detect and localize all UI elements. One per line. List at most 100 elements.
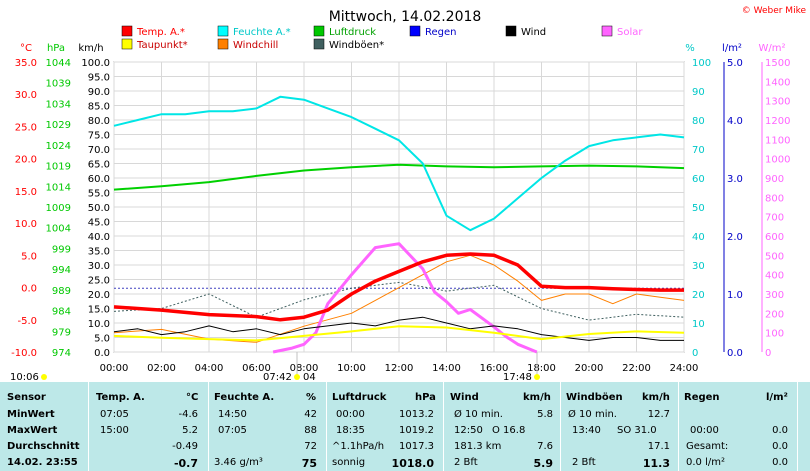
wind-avg-value: 7.6 xyxy=(537,441,553,452)
pressure-axis-tick-label: 1044 xyxy=(46,58,71,69)
legend-label: Taupunkt* xyxy=(136,40,188,51)
humidity-axis-tick-label: 80 xyxy=(692,116,705,127)
rain-total-value: 0.0 xyxy=(772,441,788,452)
time-marker-left: 10:06 xyxy=(10,372,39,382)
weather-chart: Mittwoch, 14.02.2018 © Weber Mike Temp. … xyxy=(10,6,806,382)
press-max-value: 1019.2 xyxy=(399,425,434,436)
solar-axis-tick-label: 300 xyxy=(765,290,784,301)
temp-axis-tick-label: 35.0 xyxy=(15,58,37,69)
temp-axis-tick-label: 30.0 xyxy=(15,90,37,101)
hum-min-time: 14:50 xyxy=(218,409,247,420)
sunset-time: 17:48 xyxy=(503,372,532,382)
pressure-axis-tick-label: 1024 xyxy=(46,141,71,152)
rain-axis-unit-label: l/m² xyxy=(722,43,742,54)
series-line-temp-a xyxy=(113,252,684,322)
wind-axis-tick-label: 45.0 xyxy=(88,218,110,229)
wind-axis-tick-label: 15.0 xyxy=(88,305,110,316)
press-min-value: 1013.2 xyxy=(399,409,434,420)
x-tick-label: 10:00 xyxy=(337,363,366,374)
wind-bft: 2 Bft xyxy=(454,457,478,468)
hum-current-value: 75 xyxy=(301,457,317,470)
solar-axis-tick-label: 600 xyxy=(765,232,784,243)
gust-min-value: 12.7 xyxy=(647,409,670,420)
legend-label: Wind xyxy=(521,27,546,38)
temp-axis-tick-label: 10.0 xyxy=(15,219,37,230)
legend-label: Regen xyxy=(425,27,457,38)
pressure-axis-tick-label: 989 xyxy=(52,286,71,297)
sunrise-time: 07:42 xyxy=(263,372,292,382)
press-forecast: sonnig xyxy=(332,457,366,468)
solar-axis-tick-label: 1100 xyxy=(765,135,790,146)
sun-dot xyxy=(41,374,47,380)
pressure-axis-tick-label: 1029 xyxy=(46,120,71,131)
solar-axis-tick-label: 1400 xyxy=(765,77,790,88)
sensor-header: Sensor xyxy=(7,392,46,403)
wind-current-value: 5.9 xyxy=(533,457,554,470)
hum-avg-value: 72 xyxy=(304,441,317,452)
solar-axis-tick-label: 100 xyxy=(765,329,784,340)
pressure-axis-tick-label: 979 xyxy=(52,327,71,338)
humidity-axis-tick-label: 50 xyxy=(692,203,705,214)
legend-label: Windchill xyxy=(233,40,278,51)
wind-axis-tick-label: 10.0 xyxy=(88,319,110,330)
wind-axis-tick-label: 80.0 xyxy=(88,116,110,127)
wind-axis-tick-label: 20.0 xyxy=(88,290,110,301)
temp-max-value: 5.2 xyxy=(182,425,198,436)
pressure-axis-unit-label: hPa xyxy=(47,43,65,54)
pressure-axis-tick-label: 1009 xyxy=(46,203,71,214)
legend-swatch xyxy=(505,25,517,37)
wind-axis-tick-label: 95.0 xyxy=(88,73,110,84)
solar-axis-tick-label: 1300 xyxy=(765,97,790,108)
humidity-axis-unit-label: % xyxy=(685,43,695,54)
x-tick-label: 22:00 xyxy=(622,363,651,374)
wind-max-direction: O 16.8 xyxy=(492,425,526,436)
rain-axis-tick-label: 1.0 xyxy=(727,290,743,301)
rain-unit: l/m² xyxy=(766,392,788,403)
row-label-min: MinWert xyxy=(7,409,55,420)
temp-max-time: 15:00 xyxy=(100,425,129,436)
hum-min-value: 42 xyxy=(304,409,317,420)
solar-axis-tick-label: 800 xyxy=(765,193,784,204)
wind-axis-tick-label: 40.0 xyxy=(88,232,110,243)
wind-axis-tick-label: 55.0 xyxy=(88,189,110,200)
pressure-axis-tick-label: 1034 xyxy=(46,99,71,110)
wind-axis-tick-label: 100.0 xyxy=(81,58,110,69)
wind-axis-tick-label: 70.0 xyxy=(88,145,110,156)
chart-axes: 00:00 02:00 04:00 06:00 08:00 10:00 12:00 14:00… xyxy=(11,43,790,374)
pressure-axis-tick-label: 994 xyxy=(52,265,71,276)
legend-swatch xyxy=(217,38,229,50)
rain-axis-tick-label: 0.0 xyxy=(727,348,743,359)
wind-header: Wind xyxy=(450,392,479,403)
press-max-time: 18:35 xyxy=(336,425,365,436)
solar-axis-tick-label: 1200 xyxy=(765,116,790,127)
rain-axis-tick-label: 3.0 xyxy=(727,174,743,185)
series-line-luftdruck xyxy=(113,163,685,191)
series-line-feuchte-a xyxy=(113,95,685,232)
wind-min-value: 5.8 xyxy=(537,409,553,420)
series-line-windb-en xyxy=(113,281,685,321)
legend-swatch xyxy=(409,25,421,37)
pressure-axis-tick-label: 999 xyxy=(52,244,71,255)
x-tick-label: 12:00 xyxy=(385,363,414,374)
press-current-value: 1018.0 xyxy=(391,457,434,470)
solar-axis-tick-label: 400 xyxy=(765,271,784,282)
legend-swatch xyxy=(313,25,325,37)
solar-axis-tick-label: 900 xyxy=(765,174,784,185)
solar-axis-tick-label: 700 xyxy=(765,213,784,224)
wind-distance: 181.3 km xyxy=(454,441,502,452)
legend-label: Windböen* xyxy=(329,40,384,51)
pressure-axis-tick-label: 1004 xyxy=(46,224,71,235)
rain-current-value: 0.0 xyxy=(772,457,788,468)
sunrise-dot xyxy=(294,374,300,380)
pressure-axis-tick-label: 1019 xyxy=(46,162,71,173)
temp-unit: °C xyxy=(186,392,199,403)
x-tick-label: 04:00 xyxy=(195,363,224,374)
chart-markers: 10:06 07:42 04 17:48 xyxy=(10,352,540,382)
wind-axis-tick-label: 0.0 xyxy=(94,348,110,359)
press-unit: hPa xyxy=(415,392,436,403)
temp-axis-tick-label: 20.0 xyxy=(15,155,37,166)
temp-axis-unit-label: °C xyxy=(20,43,32,54)
pressure-axis-tick-label: 1014 xyxy=(46,182,71,193)
legend-label: Luftdruck xyxy=(329,27,376,38)
legend-swatch xyxy=(217,25,229,37)
